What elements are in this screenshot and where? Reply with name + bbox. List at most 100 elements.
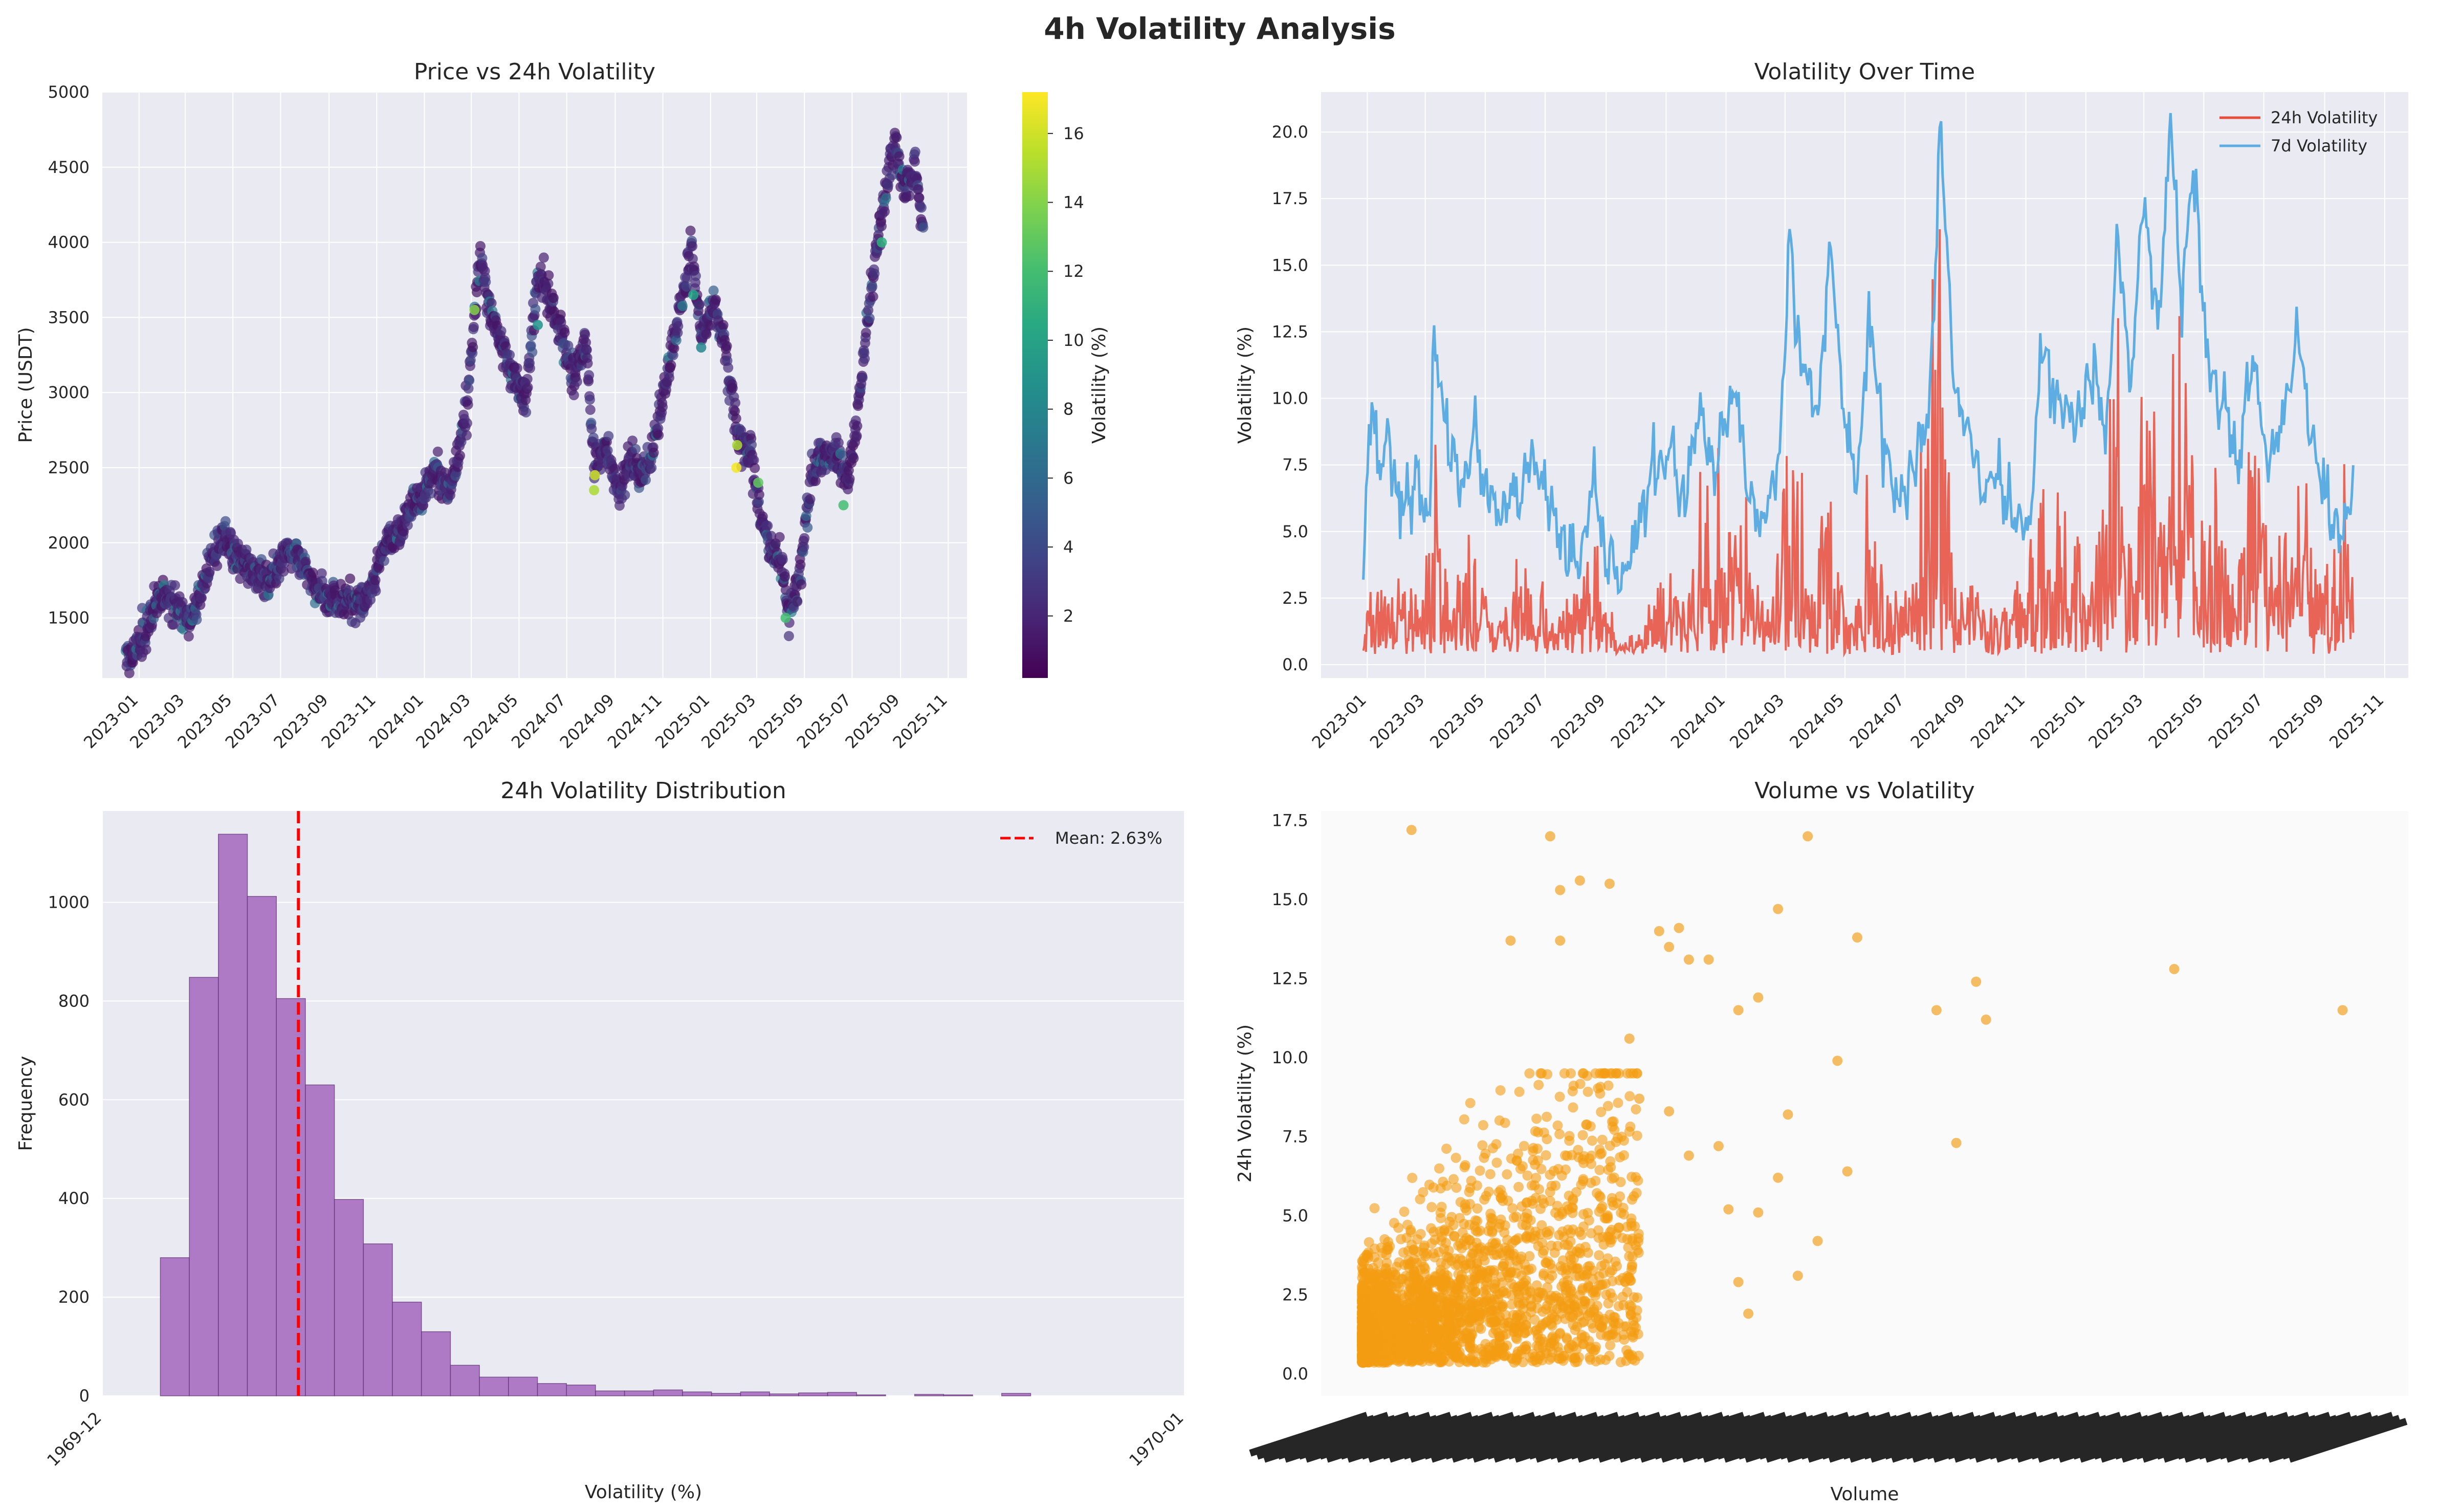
volume-point [1602, 1101, 1613, 1111]
volume-point [1521, 1280, 1532, 1291]
chart-price-vs-volatility: 150020002500300035004000450050002023-012… [15, 59, 1110, 752]
volume-point [1576, 1179, 1587, 1190]
volume-point [1381, 1334, 1392, 1345]
price-point [723, 362, 734, 373]
volume-point [1396, 1234, 1406, 1244]
price-point-high-vol [731, 462, 742, 473]
price-point [802, 522, 813, 533]
volume-point [1622, 1068, 1633, 1079]
volume-point [1402, 1278, 1413, 1289]
volume-point [1579, 1299, 1590, 1309]
price-point [910, 146, 920, 157]
price-point [370, 575, 381, 585]
price-point [141, 644, 151, 655]
volume-point [1598, 1268, 1609, 1279]
volume-point-outlier [1723, 1204, 1734, 1215]
x-tick-labels-overlapping [1249, 1412, 2408, 1463]
volume-point [1448, 1220, 1459, 1231]
volume-point [1543, 1256, 1553, 1267]
volume-point [1605, 1340, 1616, 1351]
volume-point [1464, 1187, 1475, 1197]
colorbar-tick-label: 4 [1063, 537, 1073, 557]
y-tick-label: 3500 [48, 308, 90, 327]
price-point [559, 327, 570, 338]
volume-point [1601, 1331, 1612, 1342]
price-point [463, 383, 474, 394]
volume-point [1439, 1268, 1450, 1279]
volume-point [1357, 1338, 1368, 1348]
figure-suptitle: 4h Volatility Analysis [1044, 11, 1395, 46]
price-point [191, 614, 202, 625]
price-point-high-vol [589, 470, 600, 480]
volume-point-outlier [1654, 926, 1664, 936]
price-point [783, 631, 794, 642]
volume-point [1459, 1236, 1469, 1246]
x-tick-label: 2025-07 [2205, 690, 2267, 752]
histogram-bar [508, 1376, 538, 1396]
y-tick-label: 0.0 [1282, 1364, 1308, 1384]
volume-point [1572, 1306, 1583, 1317]
volume-point [1438, 1176, 1448, 1187]
volume-point [1535, 1287, 1546, 1298]
y-tick-label: 7.5 [1282, 1127, 1308, 1146]
volume-point [1445, 1323, 1456, 1334]
volume-point-outlier [1664, 941, 1675, 952]
volume-point [1408, 1303, 1418, 1313]
y-tick-label: 17.5 [1272, 811, 1308, 830]
volume-point [1502, 1169, 1512, 1180]
volume-point [1420, 1263, 1431, 1274]
x-tick-label: 2025-05 [2145, 690, 2207, 752]
colorbar-tick-label: 16 [1063, 124, 1084, 143]
price-point [864, 313, 875, 323]
histogram-bar [479, 1376, 509, 1396]
volume-point [1632, 1068, 1642, 1079]
price-point [869, 268, 880, 279]
price-point [374, 563, 385, 574]
price-point [212, 561, 223, 572]
volume-point [1610, 1318, 1620, 1329]
histogram-bar [914, 1394, 944, 1396]
volume-point [1584, 1281, 1594, 1292]
volume-point [1357, 1295, 1368, 1305]
volume-point [1476, 1324, 1486, 1334]
price-point-high-vol [838, 500, 849, 511]
volume-point-outlier [1951, 1137, 1962, 1148]
volume-point-outlier [1683, 1150, 1694, 1161]
price-point [762, 520, 773, 531]
volume-point [1431, 1331, 1442, 1342]
price-point [880, 206, 890, 217]
price-point [861, 327, 871, 338]
price-points [120, 127, 929, 678]
volume-point [1611, 1068, 1621, 1079]
volume-point [1608, 1200, 1619, 1211]
price-point [727, 383, 738, 393]
volume-point [1508, 1309, 1519, 1320]
volume-point [1498, 1301, 1508, 1312]
volume-point [1524, 1068, 1535, 1079]
x-axis-label: Volume [1831, 1484, 1899, 1505]
volume-point [1553, 1211, 1564, 1221]
price-point [370, 586, 381, 597]
price-point [602, 445, 613, 456]
price-point [582, 358, 593, 369]
y-tick-label: 2.5 [1282, 588, 1308, 608]
volume-point [1465, 1098, 1476, 1108]
volume-point [1594, 1191, 1605, 1201]
price-point [307, 567, 318, 578]
y-tick-label: 12.5 [1272, 322, 1308, 341]
price-point [468, 321, 479, 332]
price-point [795, 559, 806, 570]
histogram-bar [711, 1393, 741, 1396]
price-point [530, 304, 541, 315]
price-point [641, 474, 651, 485]
volume-point-outlier [1574, 875, 1585, 886]
price-point [746, 440, 757, 450]
volume-point-outlier [1664, 1106, 1675, 1116]
volume-point [1369, 1203, 1380, 1214]
volume-point [1587, 1135, 1597, 1146]
volume-point [1487, 1143, 1498, 1153]
price-point [584, 395, 595, 405]
volume-point [1479, 1152, 1489, 1163]
y-tick-label: 600 [58, 1090, 90, 1109]
